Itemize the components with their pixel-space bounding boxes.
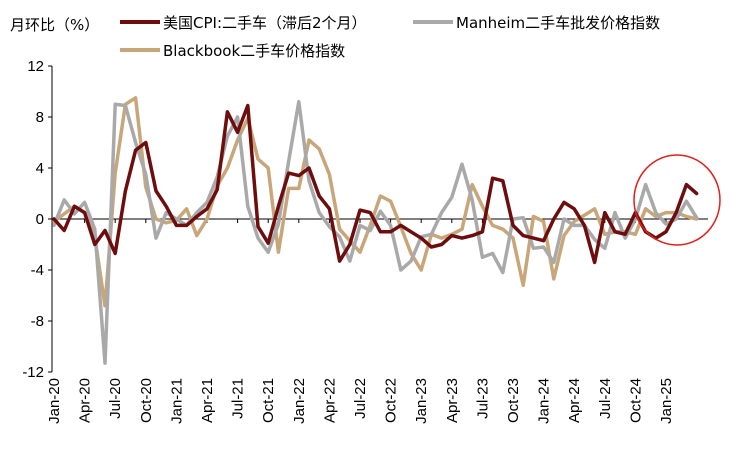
y-tick-label: 4 [36,160,44,177]
x-tick-label: Apr-21 [199,378,216,423]
legend-label-cpi: 美国CPI:二手车（滞后2个月） [163,14,367,32]
x-tick-label: Apr-22 [321,378,338,423]
x-tick-label: Oct-24 [627,378,644,423]
x-tick-label: Oct-21 [260,378,277,423]
highlight-circle [633,154,721,246]
x-tick-label: Jan-22 [291,378,308,424]
x-tick-label: Jul-24 [597,378,614,419]
x-tick-label: Jul-21 [230,378,247,419]
y-tick-label: -12 [22,364,44,381]
x-tick-label: Jan-24 [536,378,553,424]
x-tick-label: Apr-20 [77,378,94,423]
y-unit-label: 月环比（%） [10,16,99,34]
y-tick-label: 0 [36,211,44,228]
series-line-cpi [52,103,699,265]
x-tick-label: Oct-22 [383,378,400,423]
x-tick-label: Jul-22 [352,378,369,419]
x-tick-label: Jan-20 [46,378,63,424]
x-tick-label: Jan-23 [413,378,430,424]
legend-label-blackbook: Blackbook二手车价格指数 [163,42,345,60]
x-tick-label: Apr-24 [566,378,583,423]
x-tick-label: Oct-23 [505,378,522,423]
x-tick-label: Jul-20 [107,378,124,419]
legend-label-manheim: Manheim二手车批发价格指数 [456,14,660,32]
y-tick-label: -4 [31,262,44,279]
legend: 美国CPI:二手车（滞后2个月） Manheim二手车批发价格指数 Blackb… [120,14,660,60]
y-tick-label: 8 [36,109,44,126]
y-tick-label: -8 [31,313,44,330]
y-tick-label: 12 [27,58,44,75]
x-tick-label: Jan-25 [658,378,675,424]
x-tick-label: Jan-21 [168,378,185,424]
series-group [52,96,699,365]
x-tick-label: Apr-23 [444,378,461,423]
x-tick-label: Oct-20 [138,378,155,423]
x-tick-label: Jul-23 [474,378,491,419]
